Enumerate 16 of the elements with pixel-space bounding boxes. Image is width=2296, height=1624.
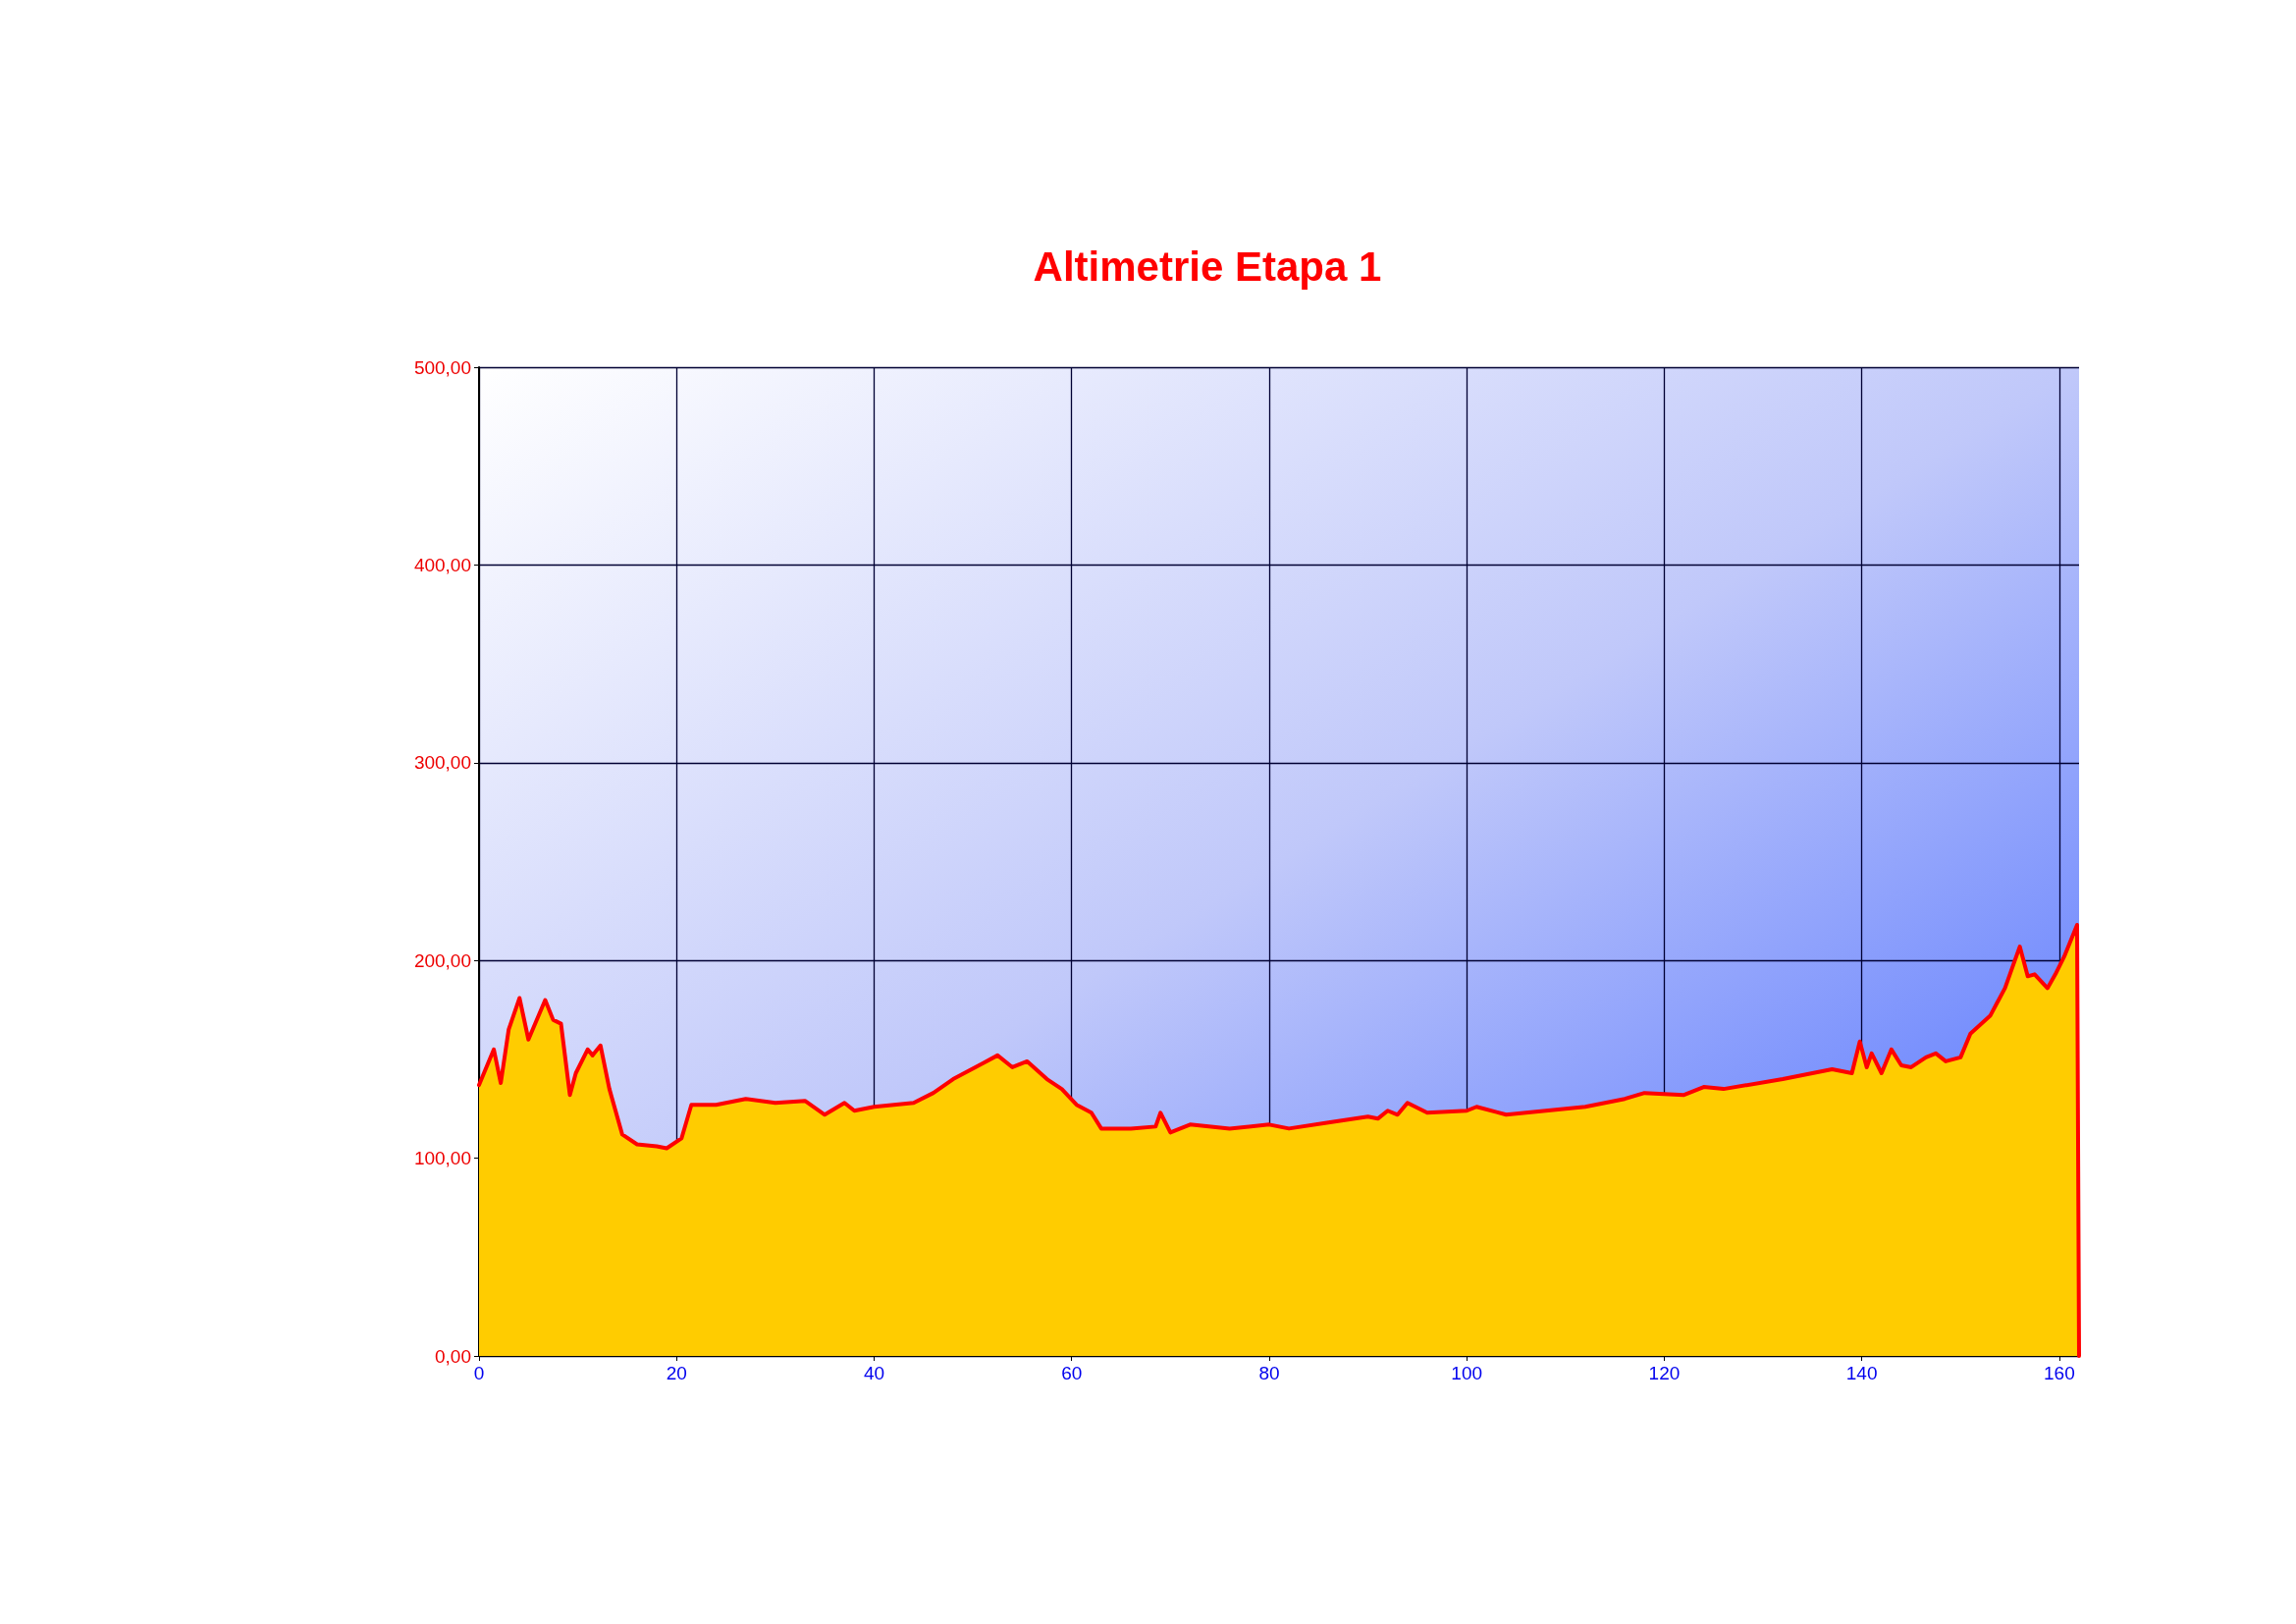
y-tick-label: 400,00	[413, 554, 471, 575]
chart-title: Altimetrie Etapa 1	[1033, 243, 1382, 290]
y-tick-label: 100,00	[413, 1148, 471, 1169]
x-tick-label: 160	[2044, 1363, 2075, 1383]
x-tick-label: 40	[863, 1363, 885, 1383]
y-tick-label: 500,00	[413, 356, 471, 378]
y-tick-label: 300,00	[413, 752, 471, 774]
y-tick-label: 0,00	[435, 1345, 471, 1367]
x-tick-label: 80	[1258, 1363, 1280, 1383]
x-tick-label: 0	[473, 1363, 485, 1383]
x-tick-label: 120	[1648, 1363, 1681, 1383]
x-tick-label: 100	[1451, 1363, 1483, 1383]
x-tick-label: 20	[666, 1363, 687, 1383]
x-tick-label: 60	[1061, 1363, 1083, 1383]
y-tick-label: 200,00	[413, 949, 471, 971]
x-tick-label: 140	[1845, 1363, 1878, 1383]
